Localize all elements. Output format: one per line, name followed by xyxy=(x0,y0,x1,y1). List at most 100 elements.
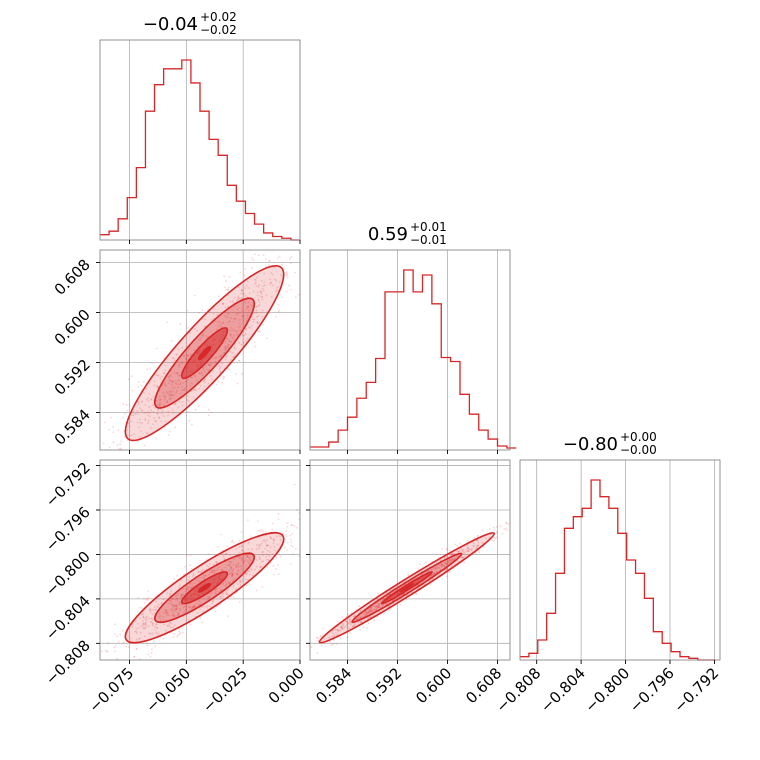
panel-0-2-sample-363 xyxy=(266,565,269,568)
panel-0-1-sample-34 xyxy=(285,232,287,234)
panel-0-2-sample-161 xyxy=(169,593,171,596)
panel-0-1-sample-510 xyxy=(219,370,222,373)
panel-0-1-sample-160 xyxy=(174,402,177,405)
panel-0-2-sample-876 xyxy=(260,565,263,568)
panel-1-2-sample-149 xyxy=(332,629,334,632)
panel-1-2-sample-358 xyxy=(417,568,420,570)
panel-1-2-sample-196 xyxy=(443,556,446,559)
panel-0-2-sample-827 xyxy=(138,637,141,639)
panel-1-2-sample-289 xyxy=(377,606,380,608)
panel-0-2-sample-604 xyxy=(290,544,293,547)
panel-0-1-sample-4 xyxy=(137,385,140,388)
panel-0-1-sample-601 xyxy=(224,340,227,343)
panel-0-2-sample-92 xyxy=(256,520,259,523)
panel-1-2-sample-39 xyxy=(443,564,446,567)
panel-0-1-sample-878 xyxy=(159,398,162,401)
panel-0-1-sample-786 xyxy=(174,382,177,385)
panel-0-2-sample-895 xyxy=(143,628,146,630)
panel-1-2-sample-355 xyxy=(456,544,459,547)
panel-0-2-sample-76 xyxy=(320,528,322,530)
panel-1-2-sample-104 xyxy=(461,550,464,553)
panel-0-2-sample-313 xyxy=(148,617,150,620)
panel-0-2-sample-78 xyxy=(246,555,249,558)
panel-0-2-sample-204 xyxy=(175,605,178,607)
panel-1-2-xtick-label-1: 0.592 xyxy=(362,664,405,707)
panel-0-2-sample-126 xyxy=(145,627,147,629)
title-2-upper: +0.00 xyxy=(620,430,657,444)
panel-0-2-sample-668 xyxy=(201,565,204,567)
panel-0-1-sample-600 xyxy=(275,290,278,293)
panel-1-2-sample-569 xyxy=(495,536,498,539)
panel-0-1-sample-829 xyxy=(227,286,230,289)
panel-0-1-sample-201 xyxy=(232,329,235,332)
panel-0-1-sample-419 xyxy=(262,254,265,257)
panel-0-1-sample-658 xyxy=(144,404,147,406)
panel-0-2-sample-312 xyxy=(173,577,176,580)
panel-0-2-sample-639 xyxy=(186,588,189,591)
panel-1-2-sample-55 xyxy=(448,559,451,562)
panel-0-1-sample-64 xyxy=(198,404,200,407)
panel-0-1-sample-331 xyxy=(137,401,140,403)
panel-1-2-sample-469 xyxy=(349,620,352,623)
panel-1-2-sample-623 xyxy=(491,539,494,542)
panel-0-1-sample-228 xyxy=(196,345,199,348)
panel-1-2-sample-389 xyxy=(365,610,367,613)
panel-0-2-sample-483 xyxy=(257,529,260,532)
panel-0-1-sample-753 xyxy=(205,334,208,337)
panel-0-1-sample-605 xyxy=(167,410,170,413)
panel-0-2-sample-614 xyxy=(218,590,221,593)
panel-0-1-sample-875 xyxy=(159,404,162,407)
panel-0-1-sample-727 xyxy=(162,372,165,375)
panel-0-2-sample-613 xyxy=(236,582,239,585)
panel-0-2-sample-296 xyxy=(246,554,248,557)
panel-0-1-sample-61 xyxy=(222,321,225,324)
panel-0-1-sample-712 xyxy=(248,287,250,289)
panel-0-1-sample-321 xyxy=(201,374,204,377)
panel-0-1-sample-191 xyxy=(204,365,207,367)
panel-0-1-sample-862 xyxy=(129,425,131,428)
panel-0-1-sample-406 xyxy=(92,425,94,427)
panel-0-2-sample-723 xyxy=(144,618,147,621)
panel-0-2-sample-356 xyxy=(238,552,241,554)
panel-0-2-sample-562 xyxy=(146,615,148,618)
hist-1-bin-7 xyxy=(376,359,385,450)
panel-0-1-sample-375 xyxy=(247,326,250,329)
panel-0-2-sample-311 xyxy=(270,537,273,540)
panel-0-2-sample-127 xyxy=(269,535,272,538)
panel-0-1-sample-503 xyxy=(227,305,229,308)
panel-0-1-sample-169 xyxy=(200,384,202,387)
panel-1-2-sample-167 xyxy=(471,547,473,550)
panel-0-1-sample-167 xyxy=(230,359,232,361)
panel-1-2-sample-163 xyxy=(435,561,438,564)
panel-1-2-sample-822 xyxy=(512,526,514,528)
panel-0-1-sample-817 xyxy=(104,421,106,424)
panel-0-2-sample-101 xyxy=(229,567,232,569)
panel-0-1-sample-118 xyxy=(112,452,114,454)
panel-0-1-sample-142 xyxy=(249,326,252,329)
panel-0-1-sample-138 xyxy=(158,416,161,419)
panel-0-1-sample-646 xyxy=(181,346,184,349)
panel-0-2-sample-300 xyxy=(291,524,294,527)
panel-0-2-sample-535 xyxy=(198,570,200,573)
panel-0-2-sample-202 xyxy=(235,565,238,568)
panel-0-1-sample-282 xyxy=(215,383,218,386)
panel-0-1-sample-686 xyxy=(142,380,145,383)
panel-1-2-sample-877 xyxy=(329,640,332,643)
panel-0-2-sample-457 xyxy=(142,615,145,618)
panel-0-2-sample-329 xyxy=(226,563,229,566)
panel-0-1-sample-615 xyxy=(278,308,280,311)
panel-1-2-sample-366 xyxy=(393,598,396,601)
panel-0-2-sample-702 xyxy=(143,623,145,625)
panel-0-2-sample-3 xyxy=(176,597,178,600)
panel-0-1-sample-684 xyxy=(180,389,183,392)
panel-0-1-sample-290 xyxy=(237,330,240,332)
panel-0-2-sample-756 xyxy=(167,614,170,617)
panel-0-1-sample-456 xyxy=(307,250,309,252)
hist-1-bin-6 xyxy=(366,382,375,450)
panel-0-1-sample-739 xyxy=(268,260,270,263)
panel-1-2-sample-696 xyxy=(381,598,384,601)
panel-1-2-sample-144 xyxy=(359,617,362,619)
panel-0-2-sample-558 xyxy=(232,585,235,588)
panel-1-2-sample-188 xyxy=(380,601,382,603)
panel-0-1-sample-396 xyxy=(210,363,213,365)
